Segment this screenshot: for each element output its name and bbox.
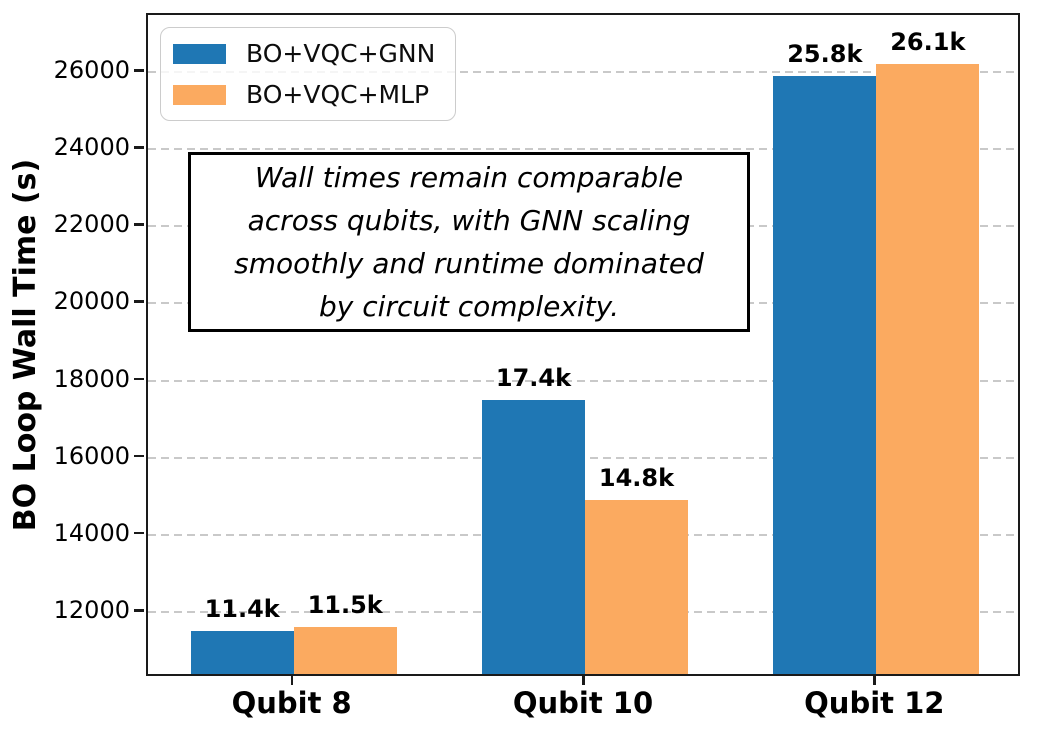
bar-value-label-bo-vqc-mlp-qubit-12: 26.1k <box>890 28 966 57</box>
legend: BO+VQC+GNN BO+VQC+MLP <box>160 27 457 121</box>
ytick-mark-26000 <box>134 69 144 72</box>
legend-item-bo-vqc-gnn: BO+VQC+GNN <box>173 35 435 72</box>
bar-value-label-bo-vqc-mlp-qubit-10: 14.8k <box>598 464 675 493</box>
annotation-line-3: smoothly and runtime dominated <box>234 247 704 280</box>
legend-swatch-bo-vqc-gnn <box>173 43 226 64</box>
xtick-mark-qubit-8 <box>290 676 294 685</box>
ytick-mark-18000 <box>134 377 144 381</box>
ytick-mark-24000 <box>134 146 144 149</box>
ytick-label-14000: 14000 <box>53 518 130 547</box>
xtick-label-qubit-8: Qubit 8 <box>231 686 352 720</box>
annotation-line-2: across qubits, with GNN scaling <box>247 204 691 237</box>
bar-bo-vqc-mlp-qubit-10 <box>585 500 688 674</box>
xtick-label-qubit-12: Qubit 12 <box>804 686 945 720</box>
xtick-mark-qubit-10 <box>582 676 585 685</box>
xtick-label-qubit-10: Qubit 10 <box>512 686 654 720</box>
ytick-mark-20000 <box>134 300 144 303</box>
bar-value-label-bo-vqc-gnn-qubit-8: 11.4k <box>204 595 280 624</box>
legend-label-bo-vqc-mlp: BO+VQC+MLP <box>246 80 430 109</box>
bar-bo-vqc-mlp-qubit-8 <box>293 627 397 674</box>
gridline-24000 <box>148 148 1018 151</box>
gridline-18000 <box>148 379 1018 382</box>
annotation-line-4: by circuit complexity. <box>319 290 619 323</box>
ytick-label-16000: 16000 <box>53 441 130 470</box>
bar-value-label-bo-vqc-gnn-qubit-10: 17.4k <box>495 363 572 392</box>
ytick-label-26000: 26000 <box>53 56 130 85</box>
gridline-26000 <box>148 71 1018 74</box>
ytick-label-22000: 22000 <box>53 210 130 239</box>
ytick-mark-12000 <box>134 609 144 612</box>
ytick-label-12000: 12000 <box>53 596 130 625</box>
ytick-label-20000: 20000 <box>53 287 130 316</box>
annotation-line-1: Wall times remain comparable <box>254 161 684 194</box>
xtick-mark-qubit-12 <box>873 676 876 685</box>
bar-bo-vqc-gnn-qubit-8 <box>190 631 294 674</box>
bar-value-label-bo-vqc-mlp-qubit-8: 11.5k <box>307 591 383 620</box>
bar-bo-vqc-gnn-qubit-12 <box>773 75 877 674</box>
annotation-box: Wall times remain comparable across qubit… <box>188 152 750 332</box>
legend-label-bo-vqc-gnn: BO+VQC+GNN <box>246 39 436 68</box>
bar-bo-vqc-mlp-qubit-12 <box>876 64 980 674</box>
plot-area: 11.4k 11.5k 17.4k 14.8k 25.8k 26.1k <box>146 13 1020 676</box>
ytick-mark-16000 <box>134 454 144 458</box>
bar-bo-vqc-gnn-qubit-10 <box>482 399 585 674</box>
ytick-mark-22000 <box>134 223 144 226</box>
bar-value-label-bo-vqc-gnn-qubit-12: 25.8k <box>787 39 863 68</box>
ytick-label-18000: 18000 <box>53 364 130 393</box>
legend-swatch-bo-vqc-mlp <box>173 84 226 105</box>
legend-item-bo-vqc-mlp: BO+VQC+MLP <box>173 76 435 113</box>
ytick-label-24000: 24000 <box>53 133 130 162</box>
ytick-mark-14000 <box>134 531 144 535</box>
